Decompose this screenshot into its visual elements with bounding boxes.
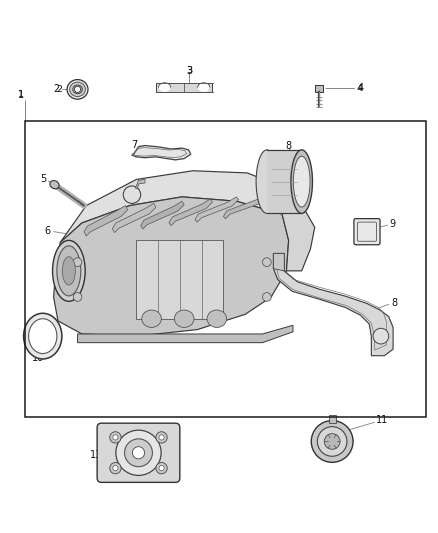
Ellipse shape [293, 156, 310, 207]
Text: 8: 8 [391, 298, 397, 309]
Circle shape [116, 430, 161, 475]
Circle shape [156, 463, 167, 474]
Text: 2: 2 [56, 85, 62, 94]
Text: 1: 1 [18, 91, 24, 100]
Polygon shape [169, 199, 212, 225]
Text: 4: 4 [357, 84, 363, 93]
Polygon shape [132, 146, 191, 160]
Text: 5: 5 [40, 174, 47, 184]
Circle shape [159, 435, 164, 440]
Ellipse shape [174, 310, 194, 327]
Circle shape [262, 258, 271, 266]
Ellipse shape [256, 150, 278, 213]
Text: 3: 3 [186, 66, 192, 76]
Circle shape [159, 465, 164, 471]
Text: 6: 6 [44, 226, 50, 236]
Polygon shape [273, 254, 393, 356]
Circle shape [73, 293, 82, 301]
Ellipse shape [24, 313, 62, 359]
Polygon shape [273, 254, 284, 271]
Bar [136, 240, 223, 319]
Polygon shape [195, 197, 239, 222]
Circle shape [74, 86, 81, 92]
Polygon shape [135, 180, 145, 189]
Ellipse shape [70, 82, 85, 96]
Ellipse shape [207, 310, 226, 327]
Polygon shape [60, 171, 291, 243]
Circle shape [110, 463, 121, 474]
Polygon shape [78, 325, 293, 343]
Polygon shape [84, 206, 127, 236]
Circle shape [311, 421, 353, 462]
Polygon shape [282, 199, 315, 271]
Polygon shape [113, 204, 156, 232]
Polygon shape [223, 195, 267, 219]
Bar [156, 83, 212, 92]
FancyBboxPatch shape [97, 423, 180, 482]
Circle shape [318, 426, 347, 456]
Text: 1: 1 [18, 90, 24, 99]
Circle shape [156, 432, 167, 443]
Ellipse shape [67, 79, 88, 99]
Text: 13: 13 [90, 449, 102, 459]
Text: 11: 11 [376, 415, 388, 425]
Ellipse shape [198, 83, 209, 92]
Ellipse shape [28, 319, 57, 353]
Text: 3: 3 [186, 66, 192, 75]
Ellipse shape [62, 257, 75, 285]
Text: 8: 8 [286, 141, 292, 150]
Ellipse shape [53, 240, 85, 301]
Bar [315, 85, 323, 92]
Circle shape [113, 465, 118, 471]
Circle shape [262, 293, 271, 301]
Ellipse shape [159, 83, 170, 92]
Circle shape [110, 432, 121, 443]
Circle shape [73, 258, 82, 266]
Ellipse shape [291, 150, 312, 213]
Circle shape [324, 434, 340, 449]
FancyBboxPatch shape [354, 219, 380, 245]
Circle shape [113, 435, 118, 440]
Text: 2: 2 [53, 84, 60, 94]
Text: 10: 10 [32, 353, 45, 363]
Polygon shape [141, 201, 184, 229]
Text: 7: 7 [131, 140, 137, 150]
Text: 4: 4 [357, 83, 364, 93]
Ellipse shape [57, 246, 81, 296]
Text: 9: 9 [390, 219, 396, 229]
Circle shape [132, 447, 145, 459]
Text: 12: 12 [339, 443, 351, 454]
Ellipse shape [73, 85, 82, 94]
Ellipse shape [50, 181, 59, 189]
Bar [328, 415, 336, 423]
Bar [25, 120, 426, 417]
Ellipse shape [142, 310, 161, 327]
Circle shape [124, 439, 152, 467]
Circle shape [373, 328, 389, 344]
Polygon shape [53, 197, 289, 336]
